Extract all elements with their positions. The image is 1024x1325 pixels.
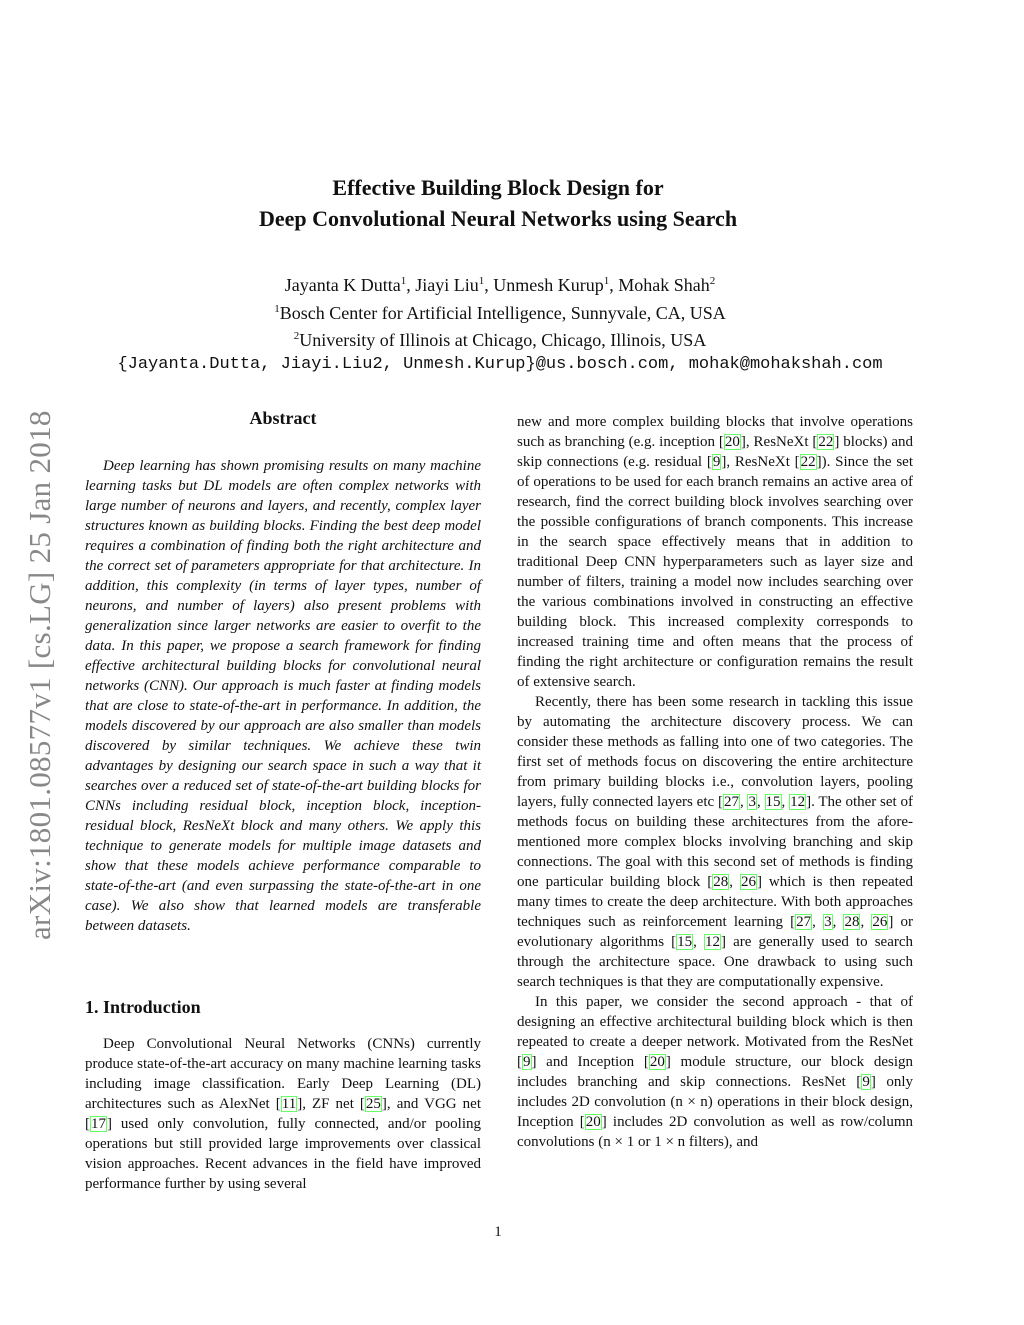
citation-link[interactable]: 15 xyxy=(676,934,694,950)
author-emails: {Jayanta.Dutta, Jiayi.Liu2, Unmesh.Kurup… xyxy=(117,354,883,374)
title-line-2: Deep Convolutional Neural Networks using… xyxy=(258,206,738,231)
citation-link[interactable]: 12 xyxy=(789,794,807,810)
introduction-heading: 1. Introduction xyxy=(85,997,201,1017)
affiliation-number: 1 xyxy=(274,302,280,315)
affiliation-text: Bosch Center for Artificial Intelligence… xyxy=(279,302,726,323)
citation-link[interactable]: 9 xyxy=(522,1054,532,1070)
citation-link[interactable]: 15 xyxy=(764,794,782,810)
citation-link[interactable]: 26 xyxy=(739,874,757,890)
citation-link[interactable]: 12 xyxy=(704,934,721,950)
citation-link[interactable]: 9 xyxy=(711,454,722,470)
author-name: Jiayi Liu xyxy=(415,275,479,295)
citation-link[interactable]: 22 xyxy=(817,434,835,450)
author-affiliation-mark: 2 xyxy=(709,275,716,287)
citation-link[interactable]: 27 xyxy=(795,914,813,930)
affiliation-number: 2 xyxy=(293,330,300,342)
citation-link[interactable]: 28 xyxy=(712,874,730,890)
citation-link[interactable]: 3 xyxy=(823,914,833,930)
abstract-heading: Abstract xyxy=(249,408,317,428)
abstract: Deep learning has shown promising result… xyxy=(85,456,481,936)
author-block: Jayanta K Dutta1, Jiayi Liu1, Unmesh Kur… xyxy=(0,270,1000,376)
right-column: new and more complex building blocks tha… xyxy=(517,412,913,1152)
introduction-left-column: Deep Convolutional Neural Networks (CNNs… xyxy=(85,1034,481,1194)
paragraph: Recently, there has been some research i… xyxy=(517,694,914,990)
author-name: Unmesh Kurup xyxy=(493,275,604,295)
affiliation-1: 1Bosch Center for Artificial Intelligenc… xyxy=(0,298,1000,326)
paragraph: new and more complex building blocks tha… xyxy=(517,414,914,690)
author-name: Jayanta K Dutta xyxy=(284,275,401,295)
page-number: 1 xyxy=(494,1224,502,1240)
citation-link[interactable]: 27 xyxy=(722,794,740,810)
citation-link[interactable]: 3 xyxy=(747,794,757,810)
citation-link[interactable]: 11 xyxy=(280,1096,298,1112)
citation-link[interactable]: 26 xyxy=(871,914,889,930)
author-list: Jayanta K Dutta1, Jiayi Liu1, Unmesh Kur… xyxy=(284,275,716,295)
paragraph: Deep Convolutional Neural Networks (CNNs… xyxy=(85,1036,481,1192)
citation-link[interactable]: 25 xyxy=(364,1096,382,1112)
citation-link[interactable]: 20 xyxy=(648,1054,666,1070)
citation-link[interactable]: 28 xyxy=(843,914,861,930)
paragraph: In this paper, we consider the second ap… xyxy=(517,994,914,1150)
citation-link[interactable]: 17 xyxy=(90,1116,107,1132)
citation-link[interactable]: 20 xyxy=(723,434,741,450)
author-affiliation-mark: 1 xyxy=(478,275,485,287)
arxiv-stamp: arXiv:1801.08577v1 [cs.LG] 25 Jan 2018 xyxy=(22,410,57,940)
title-line-1: Effective Building Block Design for xyxy=(332,175,664,200)
citation-link[interactable]: 20 xyxy=(584,1114,602,1130)
affiliation-2: 2University of Illinois at Chicago, Chic… xyxy=(0,325,1000,353)
author-name: Mohak Shah xyxy=(618,275,710,295)
author-affiliation-mark: 1 xyxy=(400,275,407,287)
paper-title: Effective Building Block Design for Deep… xyxy=(0,172,996,234)
author-affiliation-mark: 1 xyxy=(603,275,610,287)
affiliation-text: University of Illinois at Chicago, Chica… xyxy=(299,330,707,350)
abstract-text: Deep learning has shown promising result… xyxy=(85,458,481,934)
citation-link[interactable]: 9 xyxy=(861,1074,871,1090)
citation-link[interactable]: 22 xyxy=(799,454,817,470)
